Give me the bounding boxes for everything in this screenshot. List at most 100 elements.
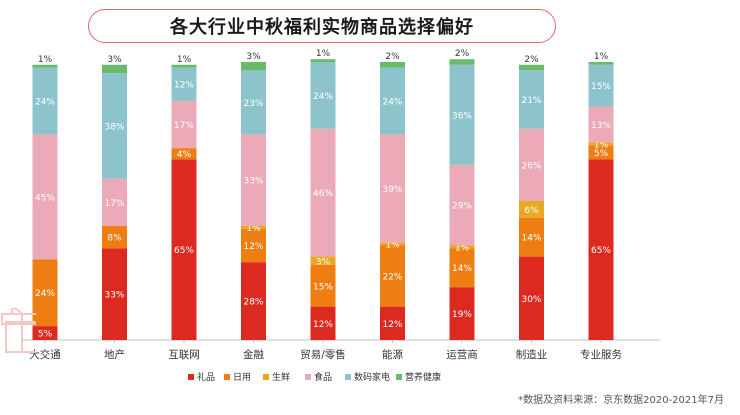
legend-label: 礼品 bbox=[197, 371, 215, 383]
x-tick-label: 运营商 bbox=[446, 348, 478, 361]
bar-segment-礼品-互联网 bbox=[171, 159, 197, 340]
data-label: 1% bbox=[38, 55, 53, 65]
bar-segment-日用-制造业 bbox=[519, 217, 544, 257]
bar-segment-生鲜-贸易/零售 bbox=[310, 256, 336, 265]
bar-segment-营养健康-能源 bbox=[380, 62, 405, 68]
data-label: 13% bbox=[591, 121, 611, 131]
bar-segment-食品-专业服务 bbox=[588, 106, 614, 143]
legend-label: 生鲜 bbox=[272, 371, 290, 383]
data-label: 21% bbox=[521, 96, 541, 106]
x-tick-label: 能源 bbox=[382, 348, 403, 361]
data-label: 3% bbox=[316, 257, 331, 267]
data-label: 15% bbox=[313, 282, 333, 292]
bar-segment-营养健康-地产 bbox=[102, 64, 127, 74]
bar-segment-礼品-金融 bbox=[241, 262, 266, 340]
bar-segment-日用-专业服务 bbox=[588, 145, 614, 160]
data-label: 2% bbox=[385, 52, 400, 62]
bar-segment-礼品-大交通 bbox=[32, 326, 58, 340]
chart-title-frame: 各大行业中秋福利实物商品选择偏好 bbox=[88, 9, 556, 43]
legend-swatch-营养健康 bbox=[396, 374, 402, 380]
data-label: 46% bbox=[313, 189, 333, 199]
data-label: 23% bbox=[243, 99, 263, 109]
bar-segment-营养健康-金融 bbox=[241, 62, 266, 71]
bar-segment-日用-金融 bbox=[241, 228, 266, 263]
bar-segment-日用-大交通 bbox=[32, 259, 58, 327]
bar-segment-数码家电-大交通 bbox=[32, 67, 58, 135]
data-label: 33% bbox=[104, 291, 124, 301]
data-label: 2% bbox=[524, 55, 539, 65]
bar-segment-食品-互联网 bbox=[171, 100, 197, 149]
gift-box-icon bbox=[1, 307, 36, 353]
bar-segment-礼品-专业服务 bbox=[588, 159, 614, 340]
bar-segment-礼品-运营商 bbox=[449, 287, 475, 340]
bar-segment-生鲜-运营商 bbox=[449, 245, 475, 249]
bar-segment-礼品-能源 bbox=[380, 306, 405, 340]
bar-segment-数码家电-互联网 bbox=[171, 67, 197, 101]
data-label: 33% bbox=[243, 177, 263, 187]
data-label: 24% bbox=[382, 97, 402, 107]
data-label: 39% bbox=[382, 185, 402, 195]
bar-segment-食品-制造业 bbox=[519, 128, 544, 201]
data-label: 1% bbox=[594, 52, 609, 62]
data-label: 30% bbox=[521, 295, 541, 305]
data-label: 24% bbox=[35, 289, 55, 299]
chart-title: 各大行业中秋福利实物商品选择偏好 bbox=[170, 17, 474, 38]
legend-label: 日用 bbox=[233, 372, 251, 383]
x-tick-label: 地产 bbox=[104, 348, 125, 361]
bar-segment-日用-互联网 bbox=[171, 148, 197, 160]
data-label: 1% bbox=[246, 224, 261, 234]
legend-label: 营养健康 bbox=[405, 371, 441, 383]
x-tick-label: 互联网 bbox=[168, 349, 200, 361]
data-label: 65% bbox=[174, 246, 194, 256]
data-label: 1% bbox=[177, 55, 192, 65]
x-tick-label: 制造业 bbox=[516, 348, 548, 361]
data-label: 5% bbox=[594, 149, 609, 159]
data-label: 17% bbox=[104, 199, 124, 209]
source-note: *数据及资料来源：京东数据2020-2021年7月 bbox=[518, 393, 724, 406]
x-tick-label: 金融 bbox=[243, 348, 264, 361]
bar-segment-数码家电-运营商 bbox=[449, 64, 475, 165]
data-label: 15% bbox=[591, 82, 611, 92]
bar-segment-日用-地产 bbox=[102, 226, 127, 249]
bar-segment-营养健康-专业服务 bbox=[588, 62, 614, 65]
x-tick-label: 贸易/零售 bbox=[300, 348, 346, 361]
x-tick-label: 大交通 bbox=[29, 348, 61, 361]
data-label: 26% bbox=[521, 161, 541, 171]
bar-segment-数码家电-地产 bbox=[102, 73, 127, 179]
data-label: 38% bbox=[104, 122, 124, 132]
bar-segment-食品-能源 bbox=[380, 134, 405, 243]
data-label: 36% bbox=[452, 111, 472, 121]
data-label: 3% bbox=[246, 52, 261, 62]
legend-label: 数码家电 bbox=[354, 371, 390, 383]
bar-segment-日用-贸易/零售 bbox=[310, 264, 336, 307]
bar-segment-食品-运营商 bbox=[449, 164, 475, 246]
bar-segment-营养健康-大交通 bbox=[32, 64, 58, 68]
data-label: 17% bbox=[174, 121, 194, 131]
data-label: 65% bbox=[591, 246, 611, 256]
bar-segment-礼品-地产 bbox=[102, 248, 127, 340]
legend-swatch-数码家电 bbox=[345, 374, 351, 380]
bar-segment-生鲜-金融 bbox=[241, 226, 266, 229]
bar-segment-营养健康-互联网 bbox=[171, 64, 197, 68]
bar-segment-礼品-制造业 bbox=[519, 256, 544, 340]
data-label: 3% bbox=[107, 55, 122, 65]
data-label: 24% bbox=[313, 92, 333, 102]
legend-swatch-生鲜 bbox=[263, 374, 269, 380]
data-label: 8% bbox=[107, 234, 122, 244]
data-label: 14% bbox=[452, 264, 472, 274]
data-label: 12% bbox=[382, 320, 402, 330]
data-label: 45% bbox=[35, 193, 55, 203]
data-label: 12% bbox=[243, 242, 263, 252]
data-label: 6% bbox=[524, 206, 539, 216]
data-label: 4% bbox=[177, 150, 192, 160]
data-label: 14% bbox=[521, 234, 541, 244]
legend-label: 食品 bbox=[314, 371, 332, 383]
bar-segment-数码家电-能源 bbox=[380, 67, 405, 135]
data-label: 22% bbox=[382, 273, 402, 283]
legend-swatch-礼品 bbox=[188, 374, 194, 380]
bar-segment-营养健康-运营商 bbox=[449, 59, 475, 65]
bar-segment-生鲜-制造业 bbox=[519, 201, 544, 218]
data-label: 1% bbox=[455, 243, 470, 253]
bar-segment-营养健康-贸易/零售 bbox=[310, 59, 336, 62]
